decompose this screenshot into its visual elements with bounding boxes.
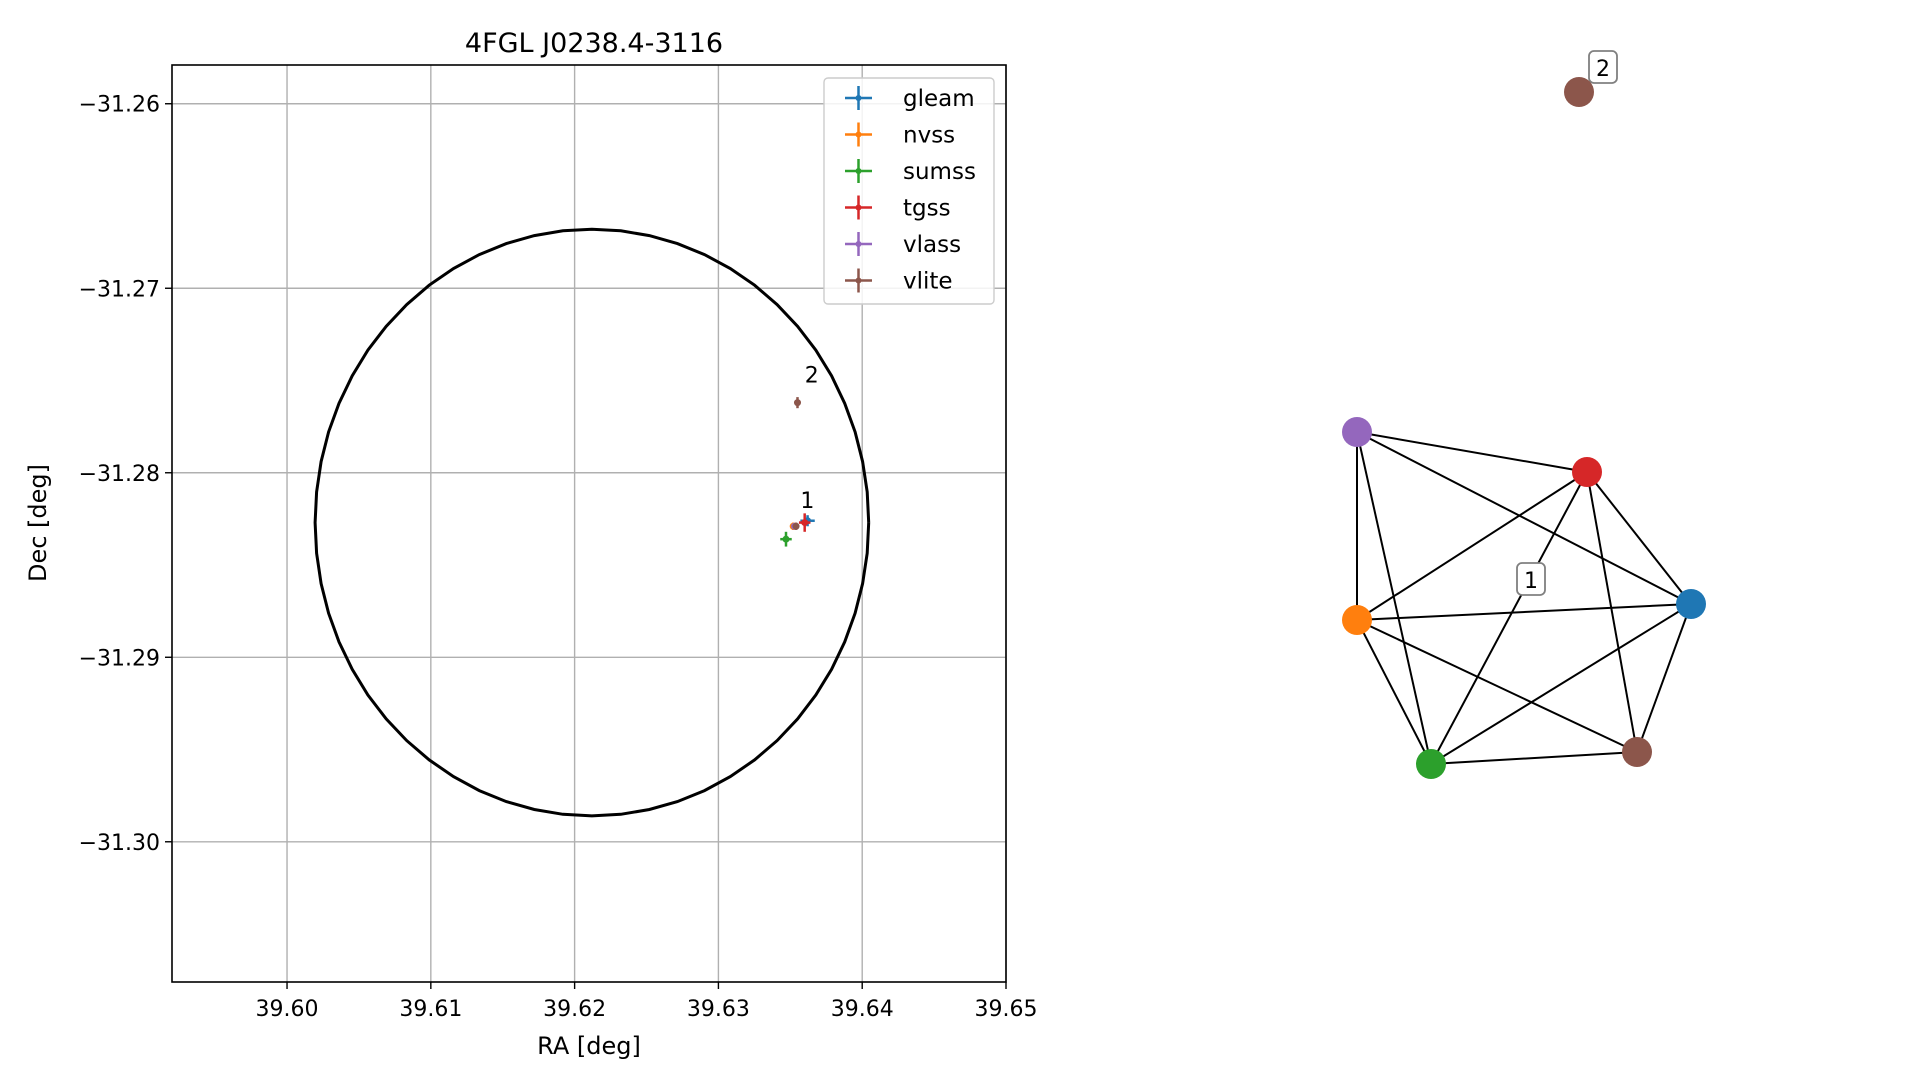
graph-edge [1356, 431, 1588, 473]
label-text: 1 [1524, 569, 1538, 594]
legend-item-vlass: vlass [845, 232, 961, 258]
graph-edge [1586, 471, 1692, 605]
point-tgss [798, 513, 811, 532]
uncertainty-circle [313, 227, 871, 818]
x-tick-label: 39.64 [831, 997, 894, 1022]
plot-frame [171, 64, 1007, 983]
legend-swatch-marker [855, 204, 862, 211]
graph-edges [1356, 431, 1692, 765]
point-vlite [792, 522, 800, 530]
source-points [780, 397, 815, 547]
graph-edge [1356, 431, 1692, 605]
graph-label-1: 1 [1516, 562, 1546, 596]
y-tick-label: −31.30 [79, 831, 160, 856]
legend-item-gleam: gleam [845, 86, 975, 112]
point-vlite [794, 397, 801, 409]
graph-edge [1636, 603, 1692, 753]
legend-swatch-marker [855, 131, 862, 138]
legend-swatch-marker [855, 168, 862, 174]
label-box [1516, 562, 1546, 596]
graph-edge [1430, 471, 1588, 765]
point-marker [794, 399, 801, 407]
legend-label: gleam [903, 86, 975, 112]
legend-label: tgss [903, 196, 951, 222]
legend-label: vlass [903, 232, 961, 258]
graph-node-tgss [1572, 457, 1602, 487]
graph-node-vlite_2 [1564, 77, 1594, 107]
legend-label: nvss [903, 123, 955, 149]
graph-nodes [1342, 77, 1706, 779]
graph-node-vlite_1 [1622, 737, 1652, 767]
x-tick-label: 39.63 [687, 997, 750, 1022]
y-tick-label: −31.28 [79, 462, 160, 487]
graph-edge [1430, 603, 1692, 765]
label-text: 2 [1596, 57, 1610, 82]
graph-edge [1430, 751, 1638, 765]
x-axis-ticks: 39.60 39.61 39.62 39.63 39.64 39.65 [256, 982, 1038, 1022]
y-axis-ticks: −31.26 −31.27 −31.28 −31.29 −31.30 [79, 93, 172, 856]
legend-label: vlite [903, 269, 953, 295]
graph-edge [1586, 471, 1638, 753]
x-tick-label: 39.62 [543, 997, 606, 1022]
graph-node-vlass [1342, 417, 1372, 447]
graph-edge [1356, 619, 1638, 753]
graph-edge [1356, 431, 1432, 765]
x-tick-label: 39.65 [975, 997, 1038, 1022]
chart-title: 4FGL J0238.4-3116 [465, 28, 723, 59]
legend-item-vlite: vlite [845, 268, 953, 295]
graph-node-sumss [1416, 749, 1446, 779]
y-tick-label: −31.27 [79, 277, 160, 302]
legend-entries: gleam nvss sumss tgss vlass vlite [845, 86, 976, 295]
graph-edge [1356, 619, 1432, 765]
point-sumss [780, 531, 792, 547]
graph-node-nvss [1342, 605, 1372, 635]
match-graph-panel: 12 [1342, 50, 1706, 779]
legend-swatch-marker [855, 277, 862, 284]
x-axis-label: RA [deg] [537, 1032, 641, 1060]
legend-item-sumss: sumss [845, 159, 976, 185]
legend-swatch-marker [855, 95, 862, 101]
graph-edge [1356, 471, 1588, 621]
label-box [1588, 50, 1618, 84]
legend: gleam nvss sumss tgss vlass vlite [823, 77, 995, 305]
annotation-2: 2 [805, 363, 819, 388]
legend-item-nvss: nvss [845, 122, 955, 149]
legend-swatch-marker [855, 241, 862, 247]
graph-label-2: 2 [1588, 50, 1618, 84]
x-tick-label: 39.60 [256, 997, 319, 1022]
y-tick-label: −31.26 [79, 93, 160, 118]
legend-label: sumss [903, 159, 976, 185]
y-axis-label: Dec [deg] [24, 464, 52, 582]
graph-node-gleam [1676, 589, 1706, 619]
point-marker [782, 535, 790, 543]
point-marker [792, 522, 800, 530]
point-marker [801, 519, 809, 527]
y-tick-label: −31.29 [79, 646, 160, 671]
point-annotations: 12 [800, 363, 818, 513]
graph-edge [1356, 603, 1692, 621]
x-tick-label: 39.61 [399, 997, 462, 1022]
legend-item-tgss: tgss [845, 195, 951, 222]
annotation-1: 1 [800, 489, 814, 514]
graph-labels: 12 [1516, 50, 1618, 596]
sky-map-panel: 4FGL J0238.4-3116 39.60 39.61 39.62 39.63 39… [24, 28, 1037, 1060]
